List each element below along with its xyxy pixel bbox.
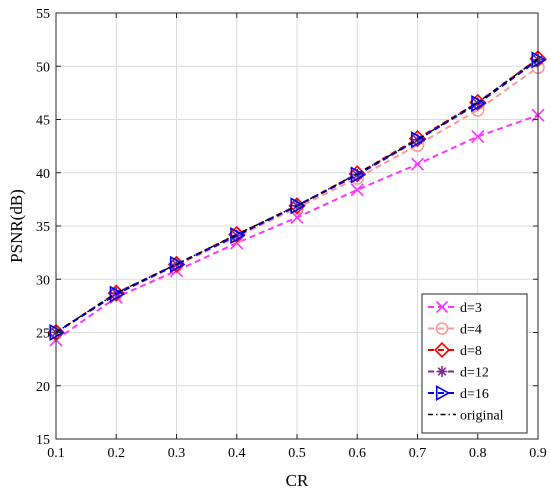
legend-label: d=8 (460, 344, 482, 359)
series-d-16 (49, 51, 547, 342)
y-tick-label: 40 (36, 167, 50, 182)
y-tick-label: 20 (36, 380, 50, 395)
ticks: 0.1 0.2 0.3 0.4 0.5 0.6 0.7 0.8 0.9 15 20 25 30 35 40 4… (36, 7, 547, 461)
x-axis-title: CR (286, 471, 309, 490)
x-marker (435, 300, 449, 314)
x-tick-label: 0.6 (349, 446, 367, 461)
x-marker (350, 183, 364, 197)
circle-marker (435, 322, 449, 335)
diamond-marker (433, 341, 451, 359)
y-tick-label: 35 (36, 220, 50, 235)
y-tick-label: 30 (36, 273, 50, 288)
triangle-marker (49, 323, 65, 342)
legend-label: original (460, 409, 504, 424)
x-tick-label: 0.1 (47, 446, 65, 461)
triangle-marker (109, 285, 126, 303)
x-tick-label: 0.5 (288, 446, 306, 461)
x-marker (410, 157, 425, 171)
legend-label: d=4 (460, 323, 482, 338)
legend-entry: original (428, 409, 504, 424)
x-tick-label: 0.3 (168, 446, 186, 461)
triangle-marker (435, 385, 451, 401)
legend: d=3 d=4 d=8 d=12 d=16 original (421, 293, 528, 434)
x-tick-label: 0.4 (228, 446, 246, 461)
x-marker (290, 210, 304, 225)
triangle-marker (531, 51, 547, 69)
x-tick-label: 0.8 (469, 446, 487, 461)
x-tick-label: 0.7 (409, 446, 427, 461)
legend-box (421, 293, 528, 434)
legend-entry: d=4 (428, 322, 482, 338)
x-tick-label: 0.9 (529, 446, 547, 461)
y-tick-label: 50 (36, 60, 50, 75)
triangle-marker (410, 131, 427, 149)
legend-label: d=16 (460, 387, 489, 402)
y-tick-label: 55 (36, 7, 50, 22)
triangle-marker (350, 166, 367, 184)
legend-entry: d=3 (428, 300, 482, 316)
triangle-marker (230, 227, 246, 245)
legend-entry: d=12 (428, 366, 489, 381)
y-tick-label: 25 (36, 327, 50, 342)
series-line (55, 59, 539, 334)
legend-entry: d=16 (428, 385, 489, 402)
star-marker (436, 366, 448, 377)
legend-label: d=12 (460, 366, 489, 381)
legend-label: d=3 (460, 301, 482, 316)
y-tick-label: 45 (36, 114, 50, 129)
x-tick-label: 0.2 (108, 446, 126, 461)
y-tick-label: 15 (36, 433, 50, 448)
y-axis-title: PSNR(dB) (7, 189, 26, 263)
triangle-marker (471, 94, 487, 113)
triangle-marker (169, 255, 186, 273)
legend-entry: d=8 (428, 341, 482, 359)
x-marker (471, 129, 485, 144)
triangle-marker (290, 197, 306, 215)
